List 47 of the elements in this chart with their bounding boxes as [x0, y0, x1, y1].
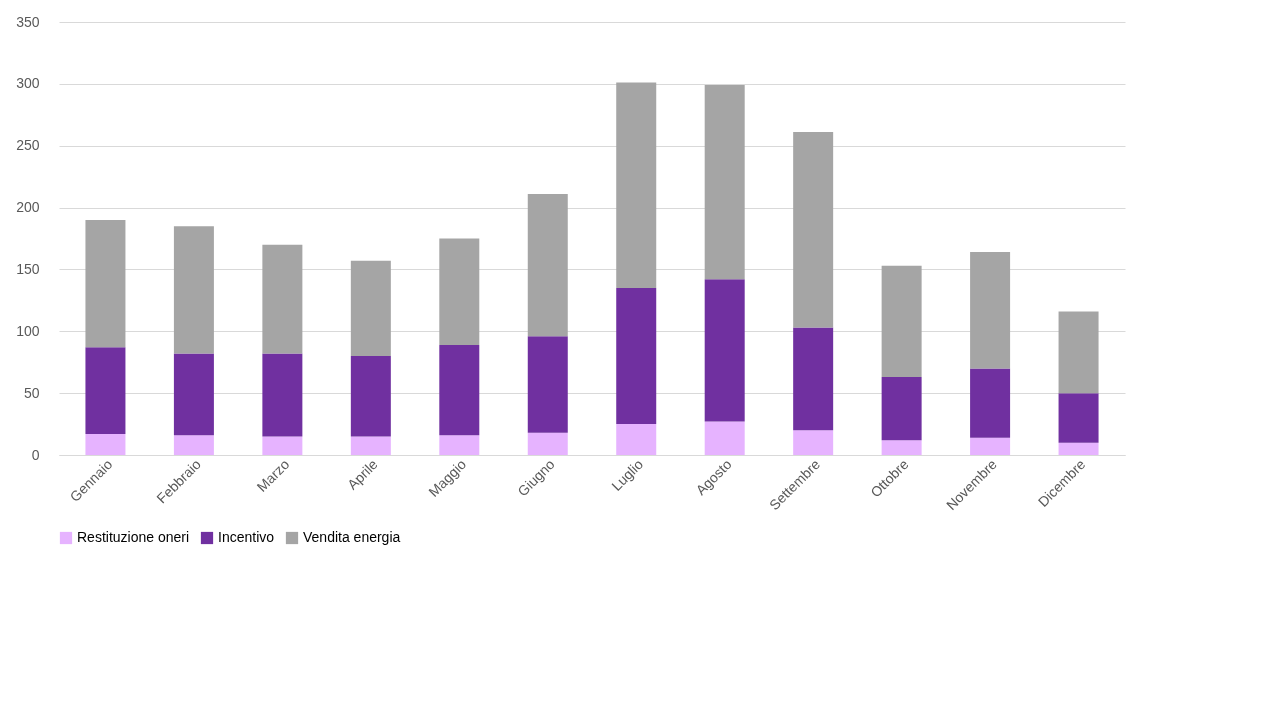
bar	[793, 430, 834, 455]
bar	[881, 377, 922, 441]
y-tick-label: 200	[16, 199, 40, 216]
bar	[616, 424, 657, 455]
bar	[527, 193, 568, 337]
bar	[881, 440, 922, 455]
bar	[85, 347, 126, 434]
bar	[704, 279, 745, 422]
bar	[970, 368, 1011, 438]
bar	[1058, 393, 1099, 443]
bar	[527, 432, 568, 455]
bar	[262, 244, 303, 354]
bar	[439, 344, 480, 436]
bar	[527, 336, 568, 433]
bar	[173, 226, 214, 354]
bar	[173, 435, 214, 455]
bar	[704, 85, 745, 280]
bar	[1058, 311, 1099, 394]
y-tick-label: 0	[31, 446, 40, 463]
bar	[350, 260, 391, 357]
bar	[704, 421, 745, 455]
bar	[793, 327, 834, 431]
bar	[970, 252, 1011, 369]
bar	[262, 436, 303, 455]
y-tick-label: 300	[16, 75, 40, 92]
bar	[85, 219, 126, 348]
y-tick-label: 150	[16, 260, 40, 277]
y-tick-label: 50	[23, 384, 40, 401]
bar	[350, 436, 391, 455]
legend-label: Vendita energia	[303, 529, 401, 545]
bar	[793, 132, 834, 328]
legend-label: Restituzione oneri	[77, 529, 190, 545]
y-tick-label: 350	[16, 13, 40, 30]
bar	[616, 287, 657, 425]
bar	[439, 435, 480, 455]
bar	[1058, 442, 1099, 455]
bar	[85, 433, 126, 455]
legend-label: Incentivo	[218, 529, 275, 545]
bar	[350, 356, 391, 437]
bar	[616, 82, 657, 288]
y-tick-label: 250	[16, 137, 40, 154]
bar	[262, 353, 303, 437]
bar	[173, 353, 214, 436]
bar	[970, 437, 1011, 455]
bar	[439, 238, 480, 345]
bar	[881, 265, 922, 378]
y-tick-label: 100	[16, 322, 40, 339]
